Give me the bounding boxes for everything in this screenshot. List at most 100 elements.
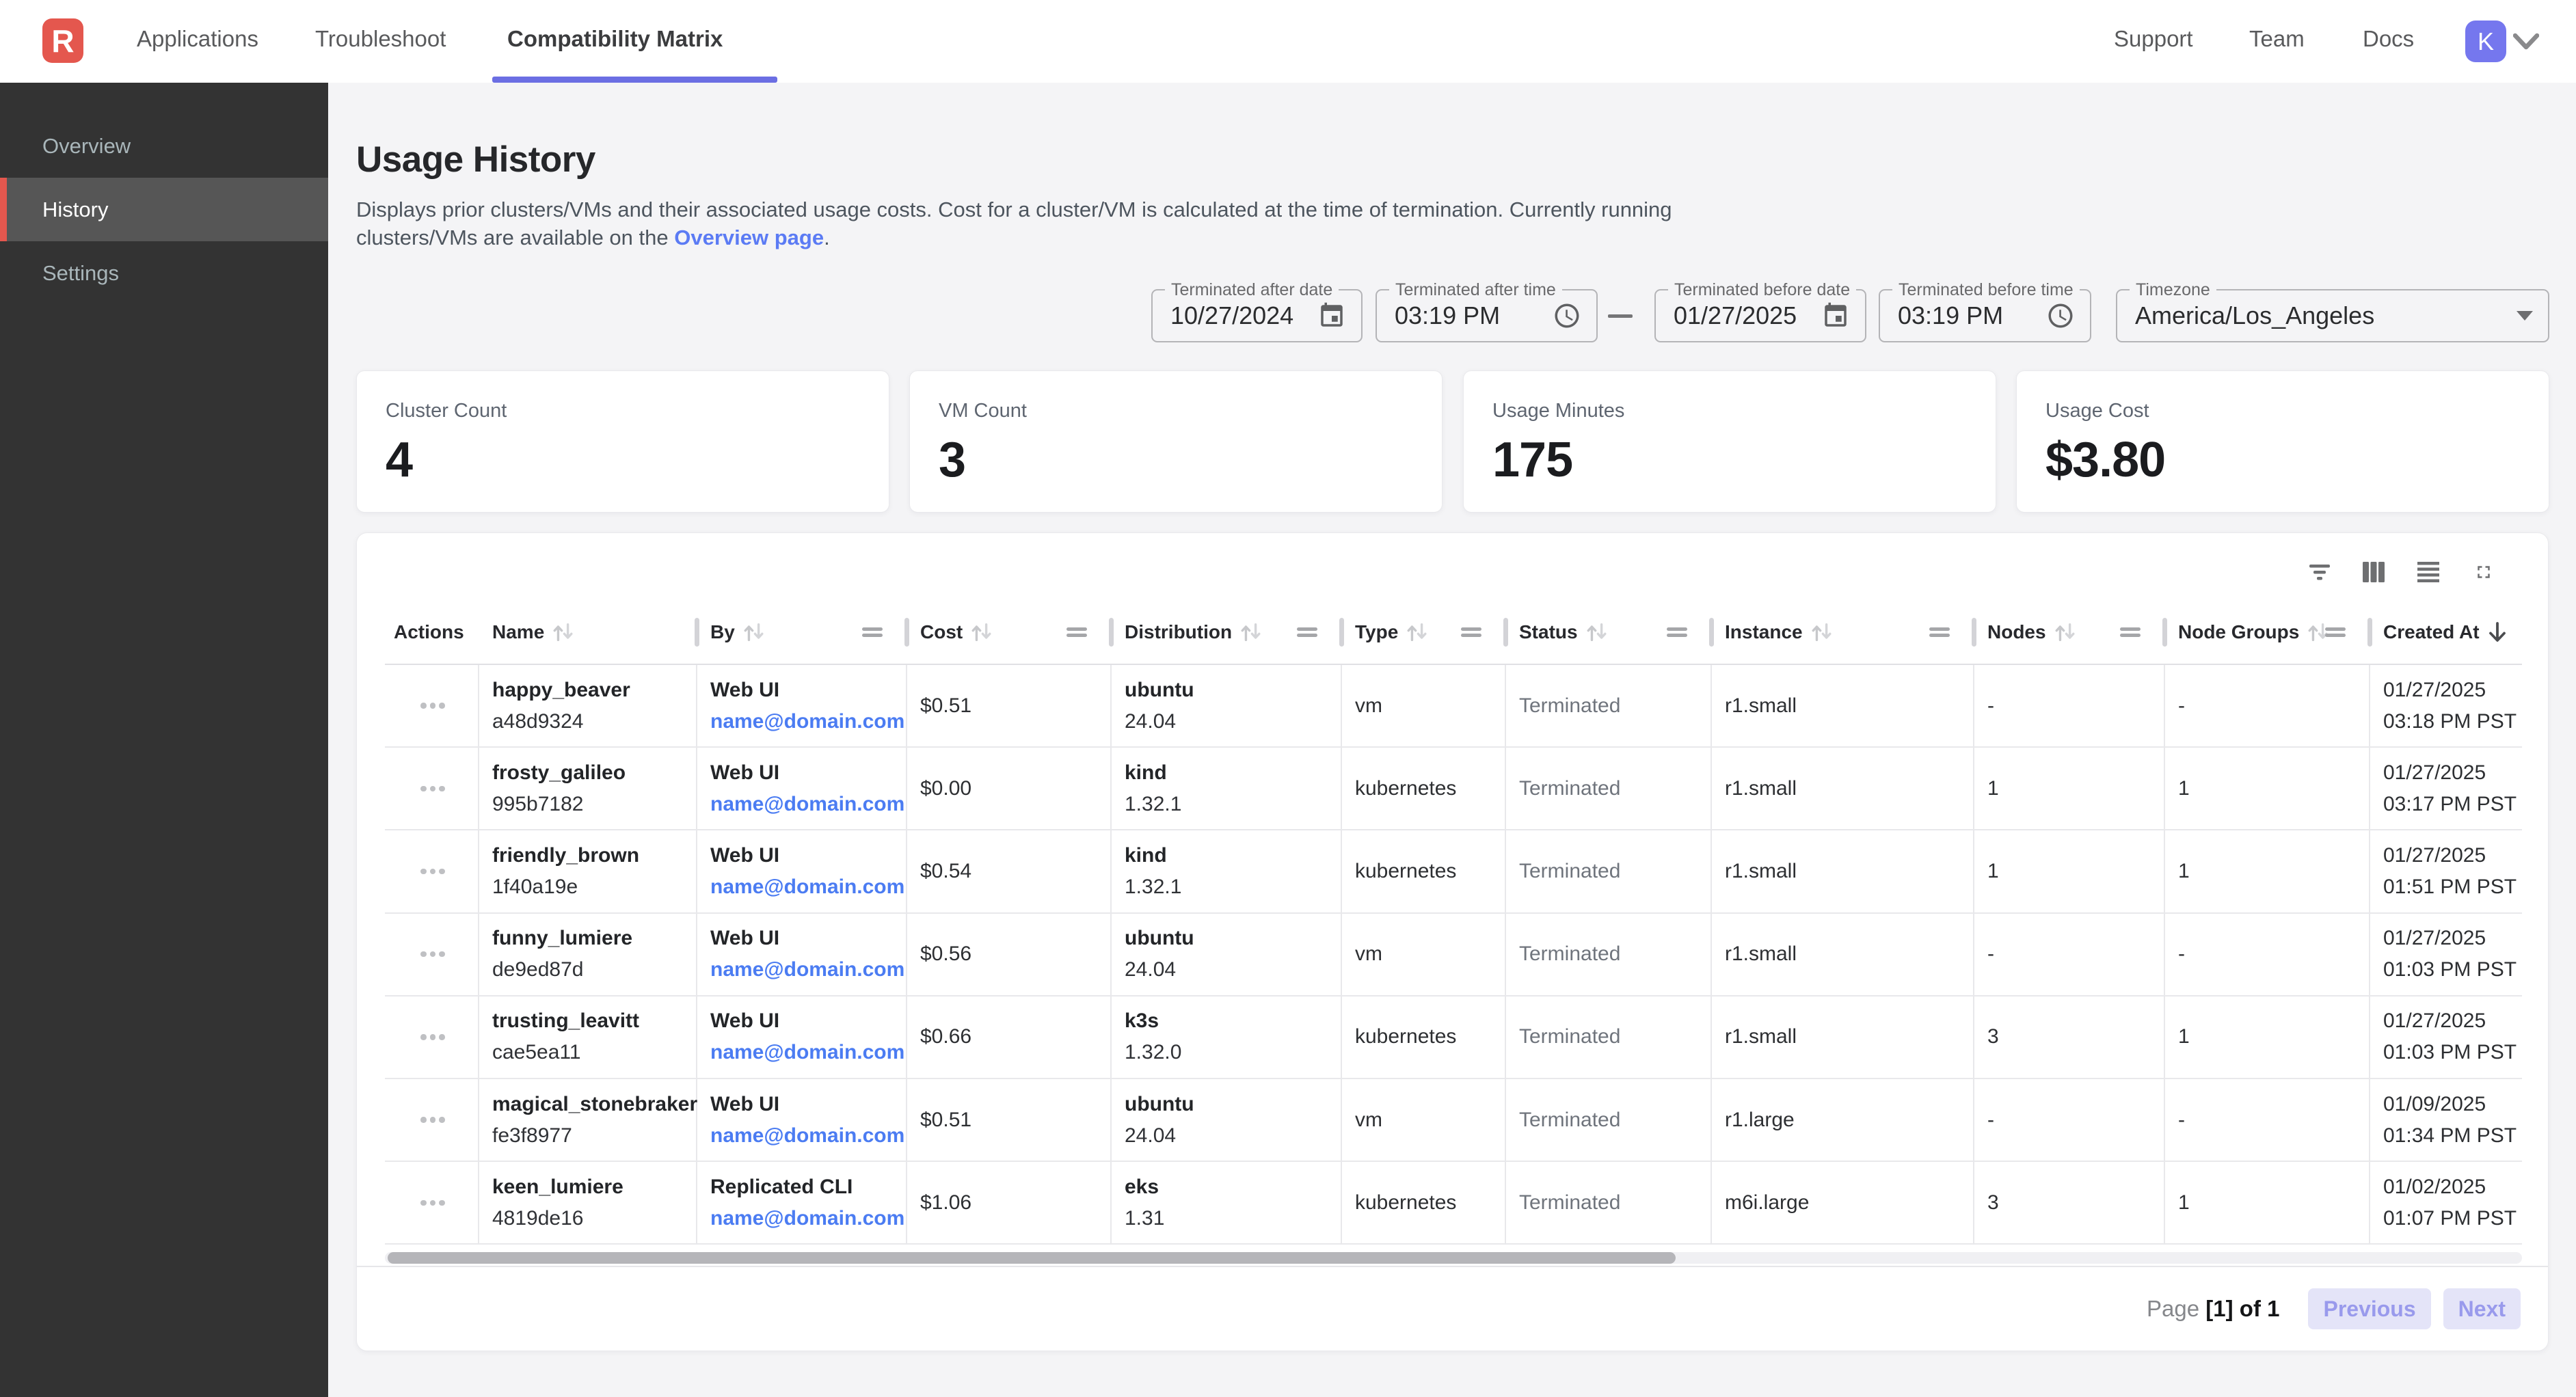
column-menu-icon[interactable] (1460, 601, 1482, 664)
nav-item-support[interactable]: Support (2114, 25, 2193, 51)
calendar-icon[interactable] (1821, 301, 1850, 330)
sort-icon[interactable] (1239, 622, 1263, 642)
sort-icon[interactable] (1406, 622, 1429, 642)
sort-icon[interactable] (2307, 622, 2330, 642)
overview-page-link[interactable]: Overview page (674, 226, 824, 249)
column-separator[interactable] (2367, 618, 2372, 647)
column-header-status[interactable]: Status (1519, 601, 1711, 664)
column-menu-icon[interactable] (2119, 601, 2141, 664)
chevron-down-icon[interactable] (2513, 33, 2539, 51)
cell-actions[interactable] (394, 1162, 476, 1243)
email-link[interactable]: name@domain.com (710, 1041, 905, 1064)
column-menu-icon[interactable] (1666, 601, 1688, 664)
column-menu-icon[interactable] (1066, 601, 1088, 664)
cell-actions[interactable] (394, 996, 476, 1078)
email-link[interactable]: name@domain.com (710, 958, 905, 981)
row-actions-button[interactable] (420, 1117, 476, 1123)
timezone-value[interactable]: America/Los_Angeles (2135, 301, 2375, 329)
dropdown-arrow-icon[interactable] (2517, 311, 2533, 321)
column-header-created_at[interactable]: Created At (2383, 601, 2522, 664)
terminated-after-date-field[interactable]: Terminated after date 10/27/2024 (1151, 280, 1363, 342)
nav-item-docs[interactable]: Docs (2363, 25, 2415, 51)
row-actions-button[interactable] (420, 951, 476, 958)
column-header-instance[interactable]: Instance (1725, 601, 1974, 664)
nav-item-compatibility-matrix[interactable]: Compatibility Matrix (507, 25, 723, 51)
column-menu-icon[interactable] (2324, 601, 2346, 664)
terminated-after-time-field[interactable]: Terminated after time 03:19 PM (1376, 280, 1598, 342)
sort-icon[interactable] (970, 622, 993, 642)
column-separator[interactable] (1108, 618, 1114, 647)
column-menu-icon[interactable] (861, 601, 883, 664)
column-menu-icon[interactable] (1929, 601, 1950, 664)
cell-cost: $0.51 (920, 694, 972, 717)
clock-icon[interactable] (2046, 301, 2075, 330)
column-separator[interactable] (1971, 618, 1976, 647)
cell-by: Web UI name@domain.com (710, 748, 904, 829)
cell-actions[interactable] (394, 1079, 476, 1161)
email-link[interactable]: name@domain.com (710, 792, 905, 815)
cell-actions[interactable] (394, 748, 476, 829)
cell-actions[interactable] (394, 665, 476, 746)
terminated-before-date-field[interactable]: Terminated before date 01/27/2025 (1654, 280, 1866, 342)
row-actions-button[interactable] (420, 1199, 476, 1206)
filter-icon[interactable] (2308, 560, 2331, 584)
column-header-by[interactable]: By (710, 601, 907, 664)
column-header-actions[interactable]: Actions (394, 601, 479, 664)
column-separator[interactable] (694, 618, 699, 647)
terminated-before-time-field[interactable]: Terminated before time 03:19 PM (1879, 280, 2091, 342)
email-link[interactable]: name@domain.com (710, 1206, 905, 1230)
sidebar-item-settings[interactable]: Settings (42, 260, 120, 285)
email-link[interactable]: name@domain.com (710, 709, 905, 733)
column-header-name[interactable]: Name (492, 601, 697, 664)
terminated-before-date-value[interactable]: 01/27/2025 (1674, 301, 1797, 329)
nav-item-applications[interactable]: Applications (137, 25, 258, 51)
sort-icon[interactable] (2054, 622, 2077, 642)
row-actions-button[interactable] (420, 785, 476, 792)
column-header-type[interactable]: Type (1355, 601, 1505, 664)
columns-icon[interactable] (2362, 560, 2385, 584)
horizontal-scrollbar-thumb[interactable] (388, 1252, 1676, 1264)
stat-value: 4 (386, 433, 413, 487)
sidebar-item-history[interactable]: History (0, 178, 328, 241)
replicated-logo[interactable]: R (42, 18, 83, 63)
nav-item-team[interactable]: Team (2249, 25, 2305, 51)
column-separator[interactable] (1708, 618, 1714, 647)
column-separator[interactable] (1503, 618, 1508, 647)
column-separator[interactable] (904, 618, 909, 647)
cell-actions[interactable] (394, 830, 476, 912)
stat-value: $3.80 (2045, 433, 2166, 487)
density-icon[interactable] (2417, 560, 2440, 584)
column-header-cost[interactable]: Cost (920, 601, 1111, 664)
row-actions-button[interactable] (420, 1034, 476, 1040)
terminated-after-time-value[interactable]: 03:19 PM (1395, 301, 1501, 329)
column-header-nodes[interactable]: Nodes (1987, 601, 2164, 664)
column-separator[interactable] (2162, 618, 2167, 647)
column-header-node_groups[interactable]: Node Groups (2178, 601, 2370, 664)
cell-actions[interactable] (394, 914, 476, 995)
column-menu-icon[interactable] (1296, 601, 1318, 664)
column-header-distribution[interactable]: Distribution (1125, 601, 1341, 664)
email-link[interactable]: name@domain.com (710, 875, 905, 898)
avatar[interactable]: K (2465, 21, 2506, 62)
next-page-button[interactable]: Next (2443, 1288, 2521, 1329)
sidebar-item-overview[interactable]: Overview (42, 133, 131, 158)
row-actions-button[interactable] (420, 703, 476, 709)
terminated-after-date-value[interactable]: 10/27/2024 (1170, 301, 1294, 329)
calendar-icon[interactable] (1317, 301, 1346, 330)
email-link[interactable]: name@domain.com (710, 1124, 905, 1147)
fullscreen-icon[interactable] (2473, 560, 2494, 584)
sort-icon[interactable] (742, 622, 766, 642)
previous-page-button[interactable]: Previous (2308, 1288, 2431, 1329)
column-border (1710, 665, 1712, 1244)
sort-icon[interactable] (1585, 622, 1609, 642)
sort-icon[interactable] (552, 622, 575, 642)
sort-desc-icon[interactable] (2487, 621, 2508, 643)
clock-icon[interactable] (1553, 301, 1581, 330)
nav-item-troubleshoot[interactable]: Troubleshoot (315, 25, 446, 51)
cell-status: Terminated (1519, 942, 1621, 966)
column-separator[interactable] (1339, 618, 1344, 647)
row-actions-button[interactable] (420, 868, 476, 875)
timezone-select[interactable]: Timezone America/Los_Angeles (2116, 280, 2549, 342)
sort-icon[interactable] (1810, 622, 1834, 642)
terminated-before-time-value[interactable]: 03:19 PM (1898, 301, 2004, 329)
